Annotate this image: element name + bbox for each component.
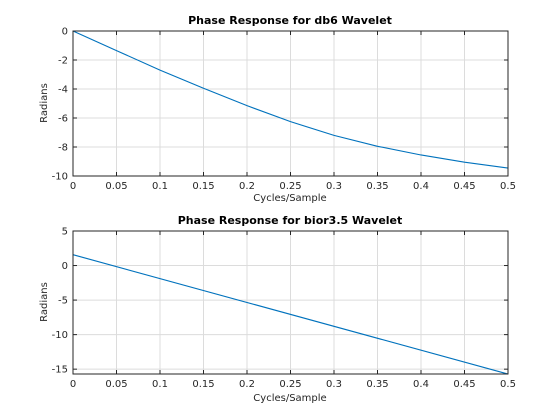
x-tick-label: 0.45 bbox=[453, 379, 475, 390]
x-axis-label: Cycles/Sample bbox=[253, 193, 326, 204]
tick-layer: 0 0.05 0.1 0.15 0.2 0.25 0.3 0.35 0.4 0.45 0.5 -15 -… bbox=[52, 227, 516, 391]
x-tick-label: 0.1 bbox=[152, 181, 168, 192]
y-tick-label: 0 bbox=[62, 27, 68, 38]
subplot-db6: Phase Response for db6 Wavelet 0 0.05 0.1 0… bbox=[39, 14, 516, 204]
y-tick-label: 0 bbox=[62, 261, 68, 272]
x-tick-label: 0.2 bbox=[239, 181, 255, 192]
y-tick-label: -4 bbox=[58, 85, 68, 96]
x-tick-label: 0.4 bbox=[413, 379, 429, 390]
series-line bbox=[72, 254, 509, 375]
x-tick-label: 0.15 bbox=[192, 181, 214, 192]
x-tick-label: 0.25 bbox=[279, 181, 301, 192]
x-tick-label: 0.35 bbox=[366, 379, 388, 390]
y-tick-label: -8 bbox=[58, 143, 68, 154]
series-layer bbox=[72, 254, 509, 375]
y-tick-label: -15 bbox=[52, 365, 68, 376]
y-tick-label: -2 bbox=[58, 56, 68, 67]
x-tick-label: 0.2 bbox=[239, 379, 255, 390]
x-tick-label: 0.35 bbox=[366, 181, 388, 192]
chart-title: Phase Response for bior3.5 Wavelet bbox=[178, 214, 403, 227]
x-tick-label: 0.5 bbox=[500, 181, 516, 192]
y-tick-label: -5 bbox=[58, 296, 68, 307]
x-axis-label: Cycles/Sample bbox=[253, 393, 326, 404]
y-axis-label: Radians bbox=[39, 83, 50, 123]
x-tick-label: 0.5 bbox=[500, 379, 516, 390]
subplot-bior35: Phase Response for bior3.5 Wavelet 0 0.05… bbox=[39, 214, 516, 404]
x-tick-label: 0 bbox=[70, 379, 76, 390]
x-tick-label: 0.05 bbox=[105, 379, 127, 390]
y-axis-label: Radians bbox=[39, 282, 50, 322]
x-tick-label: 0.45 bbox=[453, 181, 475, 192]
y-tick-label: -10 bbox=[52, 172, 68, 183]
x-tick-label: 0.4 bbox=[413, 181, 429, 192]
y-tick-label: -6 bbox=[58, 114, 68, 125]
series-line bbox=[72, 30, 509, 169]
x-tick-label: 0.15 bbox=[192, 379, 214, 390]
x-tick-label: 0.25 bbox=[279, 379, 301, 390]
series-layer bbox=[72, 30, 509, 169]
x-tick-label: 0.1 bbox=[152, 379, 168, 390]
y-tick-label: -10 bbox=[52, 330, 68, 341]
chart-title: Phase Response for db6 Wavelet bbox=[188, 14, 392, 27]
x-tick-label: 0 bbox=[70, 181, 76, 192]
x-tick-label: 0.3 bbox=[326, 379, 342, 390]
x-tick-label: 0.3 bbox=[326, 181, 342, 192]
x-tick-label: 0.05 bbox=[105, 181, 127, 192]
y-tick-label: 5 bbox=[62, 227, 68, 238]
tick-layer: 0 0.05 0.1 0.15 0.2 0.25 0.3 0.35 0.4 0.45 0.5 -10 -… bbox=[52, 27, 516, 193]
